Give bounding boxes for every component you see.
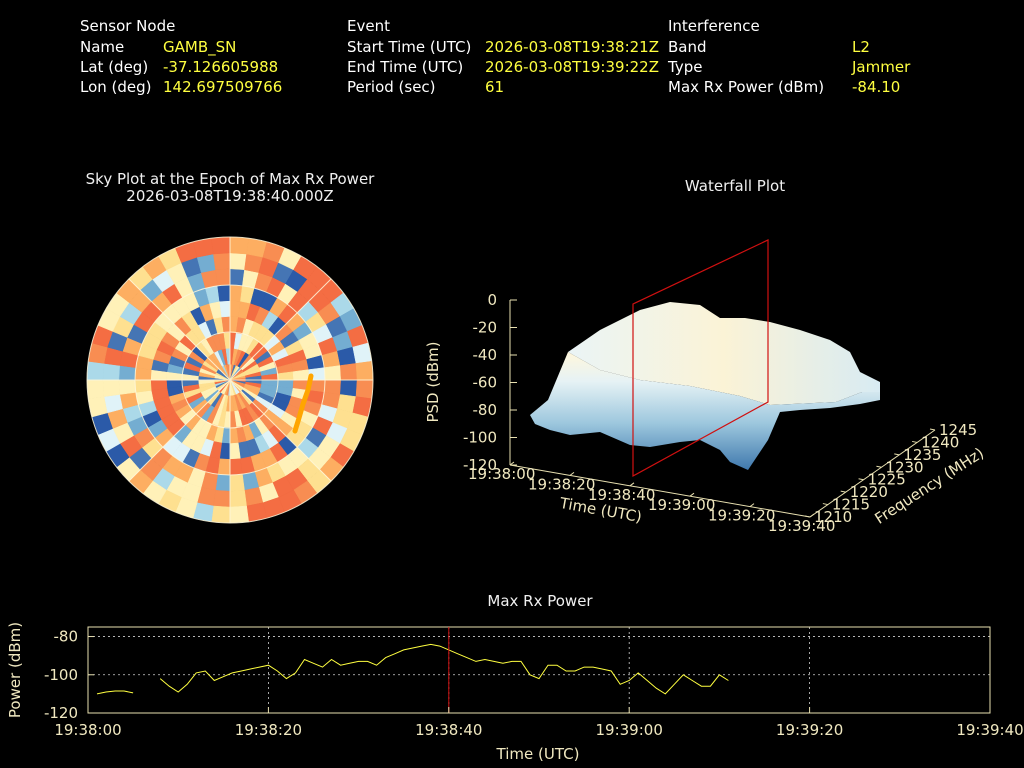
event-end-label: End Time (UTC)	[347, 58, 464, 76]
sensor-node-heading: Sensor Node	[80, 17, 176, 35]
skyplot-title: Sky Plot at the Epoch of Max Rx Power	[85, 170, 375, 188]
waterfall-surface-top	[568, 302, 880, 405]
waterfall-z-tick-label: -20	[473, 319, 498, 337]
waterfall-z-tick-label: -40	[473, 346, 498, 364]
interference-maxrx-label: Max Rx Power (dBm)	[668, 78, 825, 96]
sensor-name-value: GAMB_SN	[163, 38, 237, 56]
event-start-label: Start Time (UTC)	[347, 38, 472, 56]
waterfall-y-tick	[840, 490, 846, 493]
event-heading: Event	[347, 17, 390, 35]
waterfall-x-tick-label: 19:38:20	[528, 475, 595, 493]
interference-type-label: Type	[668, 58, 703, 76]
waterfall-x-tick	[629, 482, 635, 487]
interference-band-label: Band	[668, 38, 707, 56]
maxrx-x-tick-label: 19:38:00	[54, 721, 121, 739]
waterfall-x-tick	[689, 492, 695, 497]
skyplot-cell	[229, 505, 249, 523]
maxrx-y-tick-label: -100	[44, 666, 78, 684]
skyplot-satellite-trace	[292, 373, 314, 434]
waterfall-x-tick-label: 19:39:00	[648, 496, 715, 514]
waterfall-z-tick-label: -80	[473, 401, 498, 419]
waterfall-x-tick-label: 19:39:20	[708, 507, 775, 525]
waterfall-y-tick	[822, 503, 828, 506]
waterfall-y-tick-label: 1235	[903, 446, 941, 464]
maxrx-x-tick-label: 19:38:20	[235, 721, 302, 739]
waterfall-y-tick	[876, 465, 882, 468]
interference-maxrx-value: -84.10	[852, 78, 901, 96]
waterfall-epoch-marker	[632, 239, 769, 478]
sensor-lon-value: 142.697509766	[163, 78, 283, 96]
skyplot-cell	[87, 379, 105, 399]
waterfall-y-tick-label: 1245	[939, 421, 977, 439]
sensor-lon-label: Lon (deg)	[80, 78, 152, 96]
waterfall-x-tick	[749, 503, 755, 508]
skyplot-cell	[355, 361, 373, 381]
waterfall-y-tick-label: 1225	[868, 471, 906, 489]
waterfall-x-tick-label: 19:39:40	[768, 517, 835, 535]
maxrx-x-tick-label: 19:39:00	[596, 721, 663, 739]
event-end-value: 2026-03-08T19:39:22Z	[485, 58, 659, 76]
maxrx-x-tick-label: 19:39:20	[776, 721, 843, 739]
waterfall-time-axis	[509, 464, 811, 518]
waterfall-y-tick	[929, 428, 936, 431]
waterfall-x-tick-label: 19:38:40	[588, 486, 655, 504]
sensor-lat-value: -37.126605988	[163, 58, 279, 76]
sensor-name-label: Name	[80, 38, 125, 56]
maxrx-x-tick-label: 19:39:40	[956, 721, 1023, 739]
sensor-lat-label: Lat (deg)	[80, 58, 149, 76]
maxrx-plot-frame	[87, 626, 991, 714]
waterfall-y-tick-label: 1240	[921, 433, 959, 451]
skyplot-axis-diag2	[128, 278, 332, 482]
maxrx-y-tick-label: -120	[44, 704, 78, 722]
event-start-value: 2026-03-08T19:38:21Z	[485, 38, 659, 56]
maxrx-series-line	[159, 643, 729, 695]
waterfall-title: Waterfall Plot	[684, 177, 786, 195]
waterfall-y-tick-label: 1230	[885, 458, 923, 476]
maxrx-series-line	[96, 690, 134, 695]
waterfall-y-tick	[912, 440, 918, 443]
waterfall-y-tick-label: 1210	[814, 508, 852, 526]
skyplot-cell	[211, 237, 231, 255]
waterfall-surface-front	[530, 352, 880, 470]
waterfall-zlabel: PSD (dBm)	[424, 341, 442, 422]
waterfall-y-tick-label: 1215	[832, 496, 870, 514]
maxrx-title: Max Rx Power	[487, 592, 593, 610]
waterfall-y-tick	[858, 478, 864, 481]
waterfall-freq-axis	[809, 429, 936, 518]
waterfall-y-tick-label: 1220	[850, 483, 888, 501]
maxrx-x-tick-label: 19:38:40	[415, 721, 482, 739]
waterfall-x-tick	[809, 513, 815, 518]
interference-band-value: L2	[852, 38, 870, 56]
waterfall-x-tick	[509, 461, 515, 466]
waterfall-z-tick-label: -120	[463, 456, 497, 474]
interference-type-value: Jammer	[852, 58, 911, 76]
event-period-value: 61	[485, 78, 505, 96]
skyplot-subtitle: 2026-03-08T19:38:40.000Z	[126, 187, 334, 205]
interference-heading: Interference	[668, 17, 760, 35]
waterfall-z-tick-label: -100	[463, 429, 497, 447]
waterfall-y-tick	[804, 515, 811, 518]
waterfall-x-tick	[569, 471, 575, 476]
maxrx-y-tick-label: -80	[54, 628, 79, 646]
maxrx-ylabel: Power (dBm)	[6, 622, 24, 718]
waterfall-y-tick	[894, 453, 900, 456]
event-period-label: Period (sec)	[347, 78, 436, 96]
waterfall-z-tick-label: 0	[487, 291, 497, 309]
waterfall-z-tick-label: -60	[473, 374, 498, 392]
waterfall-x-tick-label: 19:38:00	[468, 465, 535, 483]
maxrx-xlabel: Time (UTC)	[496, 745, 580, 763]
